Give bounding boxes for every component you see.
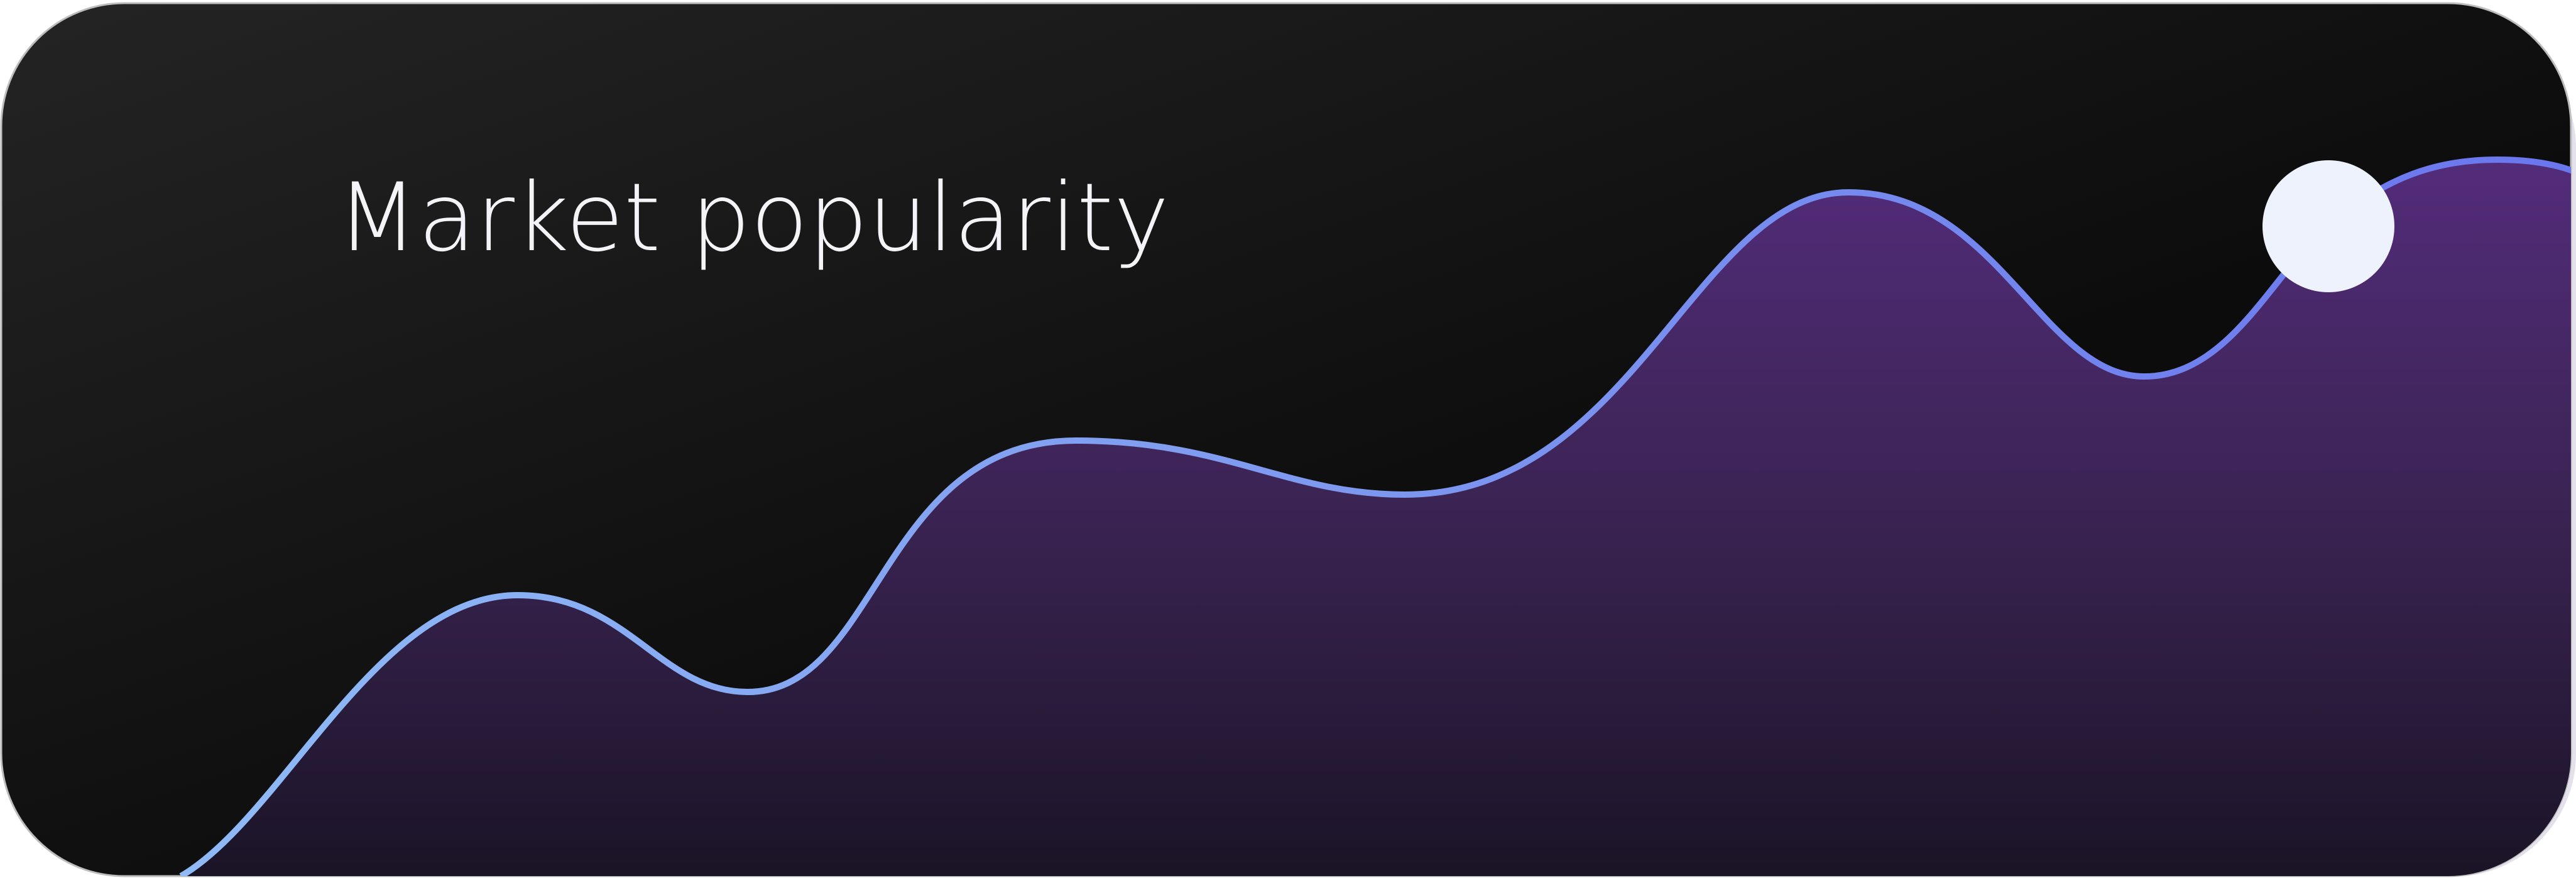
area bbox=[181, 160, 2571, 876]
highlight-dot bbox=[2262, 160, 2394, 292]
card-title: Market popularity bbox=[337, 163, 1169, 273]
